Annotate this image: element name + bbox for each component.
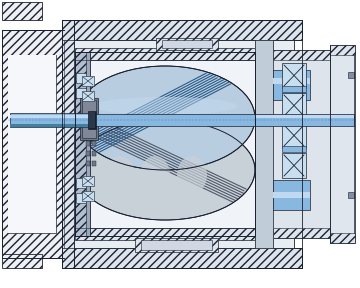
Bar (8, 55, 56, 233)
Polygon shape (90, 114, 255, 126)
Bar (2, 30, 64, 258)
Bar (156, 38, 218, 50)
Polygon shape (10, 113, 90, 127)
Ellipse shape (75, 120, 255, 220)
Bar (2, 30, 64, 258)
Bar (86, 141, 90, 146)
Bar (141, 240, 212, 250)
Bar (74, 52, 90, 236)
Bar (10, 124, 90, 127)
Bar (2, 254, 42, 268)
Bar (135, 238, 218, 252)
Polygon shape (273, 70, 310, 100)
Bar (62, 20, 74, 268)
Bar (76, 88, 86, 98)
Bar (89, 112, 95, 128)
Bar (82, 191, 94, 201)
Bar (75, 48, 255, 60)
Bar (255, 40, 273, 248)
Bar (92, 161, 96, 166)
Bar (282, 123, 306, 148)
Bar (273, 192, 310, 198)
Bar (330, 55, 355, 233)
Bar (273, 50, 331, 238)
Bar (74, 40, 294, 248)
Bar (282, 93, 306, 118)
Bar (82, 100, 96, 138)
Bar (273, 60, 331, 228)
Bar (8, 55, 56, 233)
Bar (282, 63, 306, 88)
Bar (162, 40, 212, 48)
Bar (75, 52, 255, 236)
Bar (76, 178, 86, 188)
Ellipse shape (75, 66, 255, 170)
Bar (86, 151, 90, 156)
Ellipse shape (105, 156, 135, 194)
Bar (62, 248, 302, 268)
Bar (82, 91, 94, 101)
Bar (10, 115, 90, 118)
Bar (255, 115, 354, 118)
Polygon shape (273, 180, 310, 210)
Bar (2, 2, 42, 20)
Bar (74, 52, 86, 236)
Bar (282, 146, 306, 152)
Bar (282, 153, 306, 178)
Bar (348, 192, 354, 198)
Bar (330, 45, 355, 243)
Bar (80, 98, 98, 140)
Bar (348, 72, 354, 78)
Bar (86, 161, 90, 166)
Bar (75, 228, 255, 240)
Ellipse shape (140, 156, 170, 194)
Bar (282, 86, 306, 92)
Bar (82, 176, 94, 186)
Ellipse shape (177, 156, 207, 194)
Bar (82, 76, 94, 86)
Bar (88, 111, 96, 129)
Bar (76, 193, 86, 203)
Bar (76, 73, 86, 83)
Polygon shape (255, 114, 354, 126)
Bar (92, 141, 96, 146)
Bar (273, 78, 310, 84)
Bar (255, 40, 273, 248)
Bar (92, 151, 96, 156)
Bar (62, 20, 302, 40)
Ellipse shape (93, 97, 237, 115)
